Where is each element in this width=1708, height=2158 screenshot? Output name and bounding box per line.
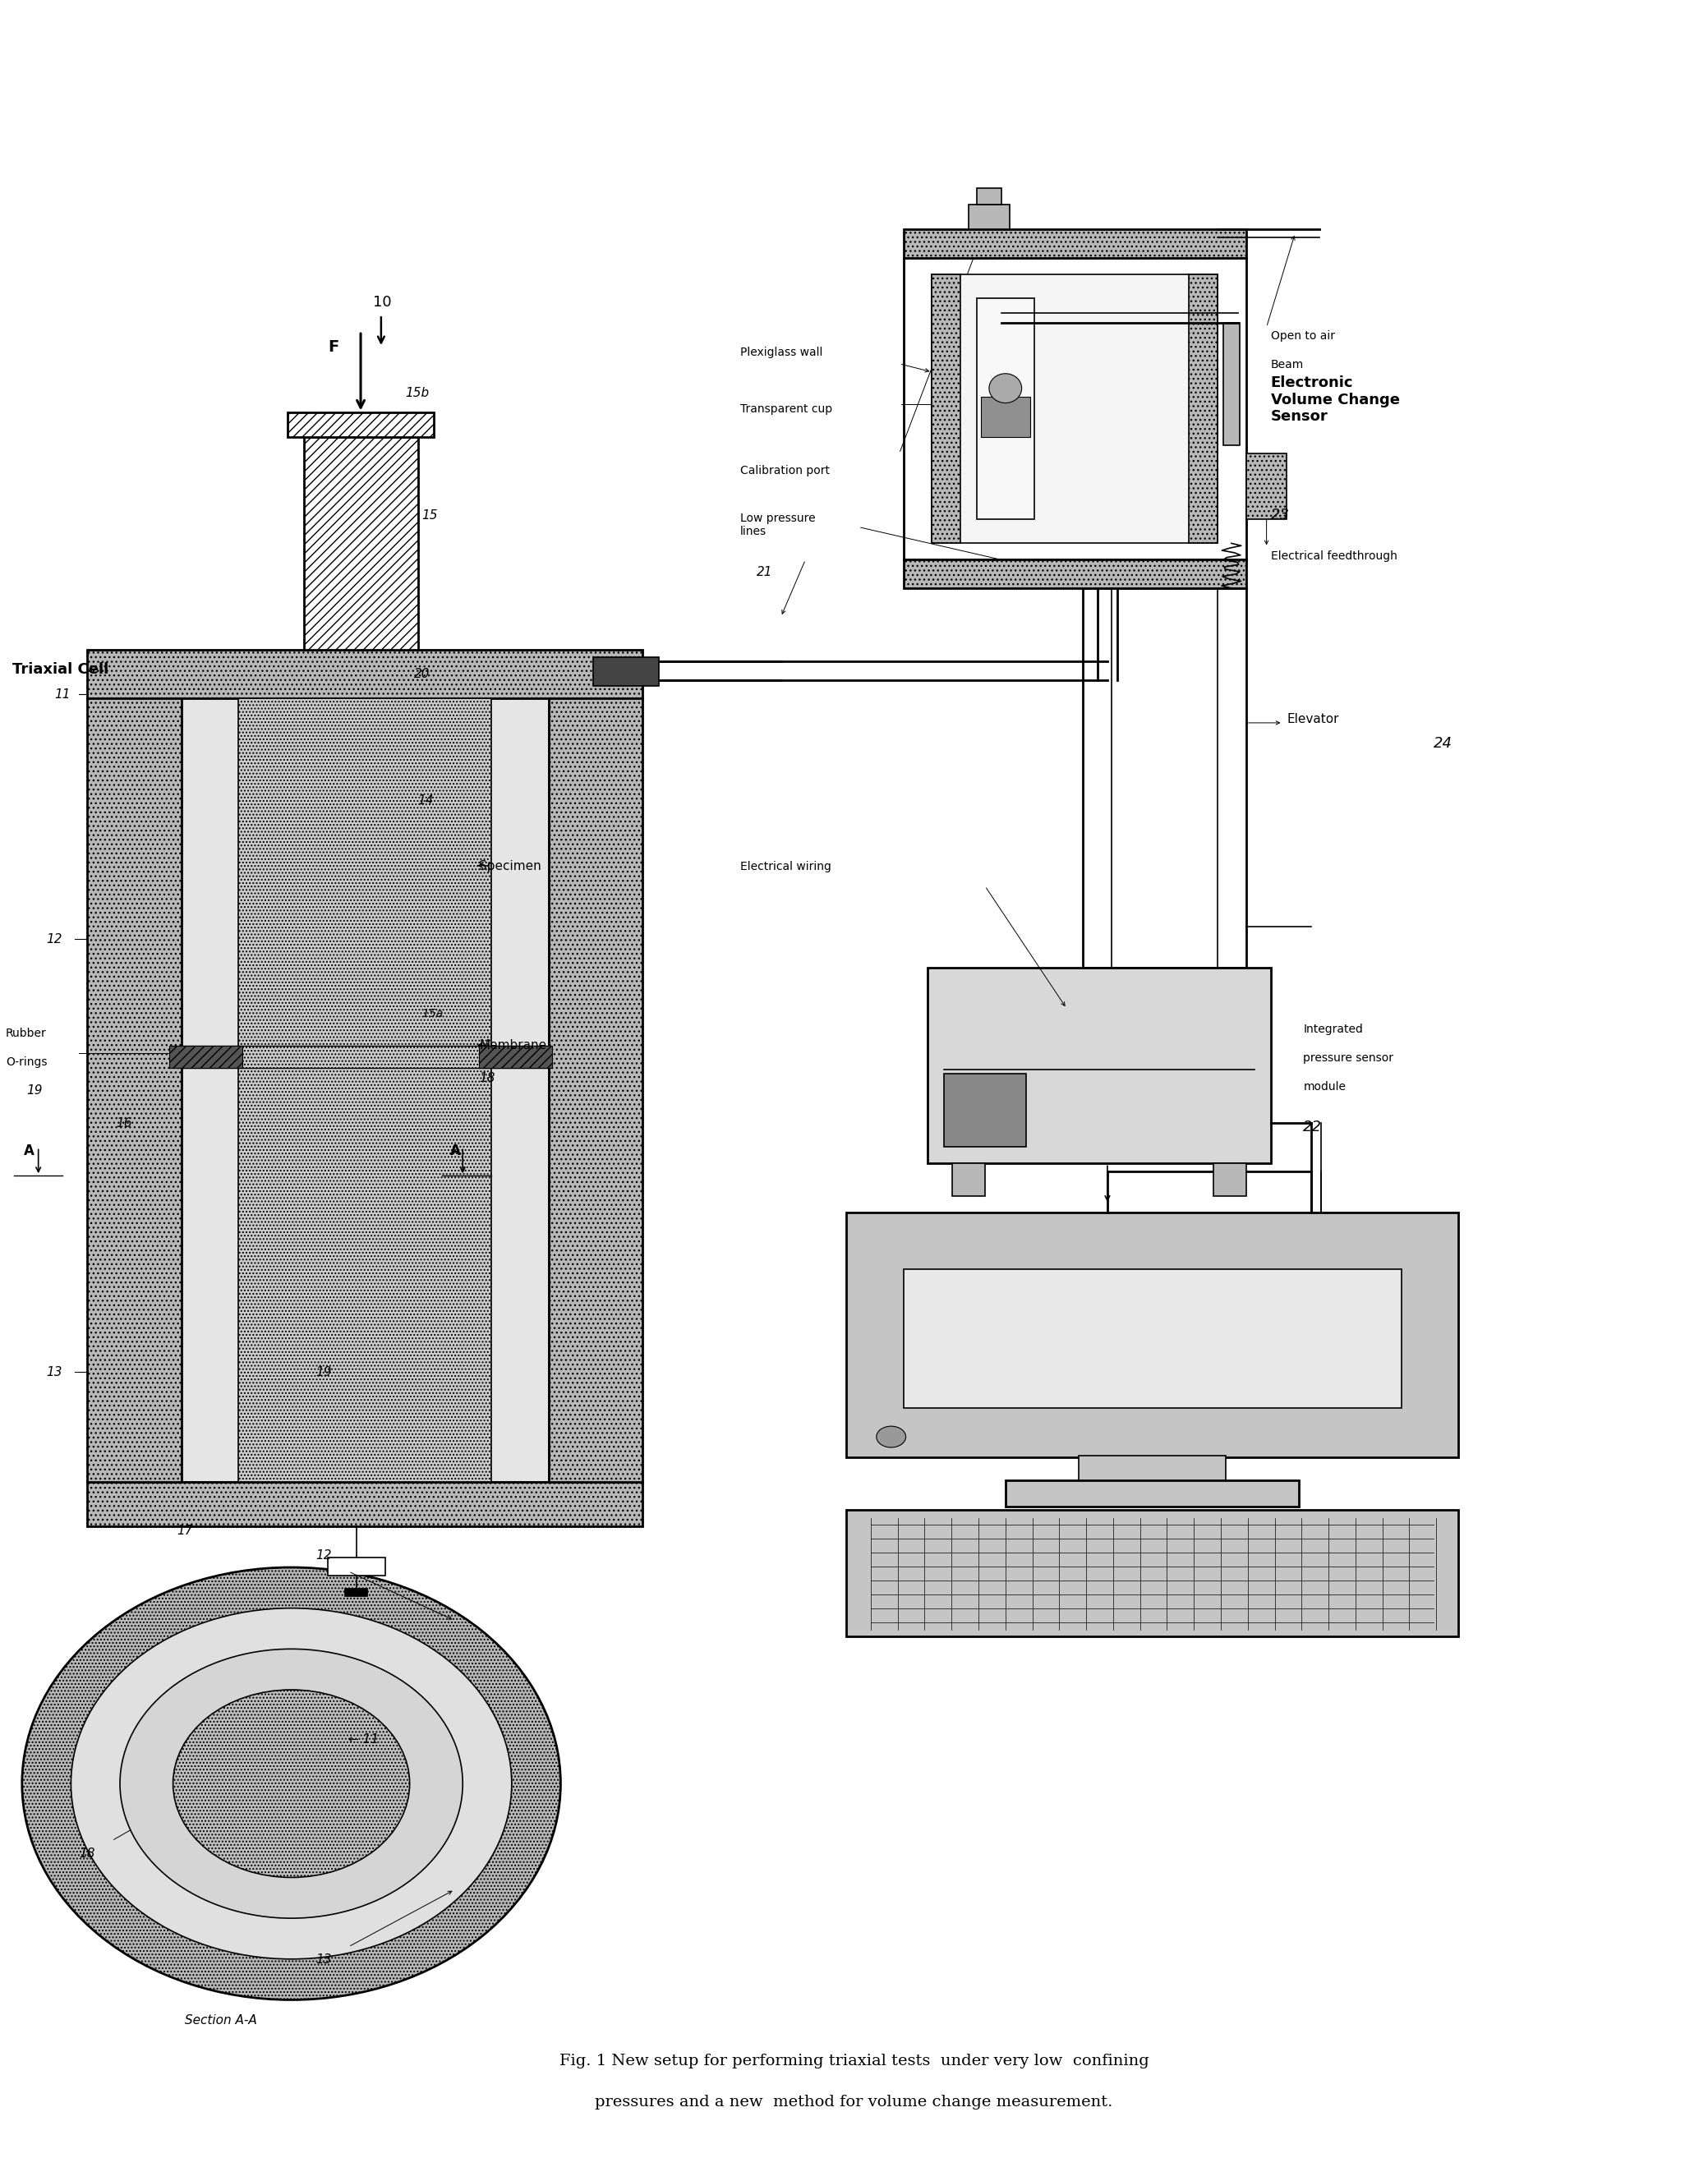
Bar <box>593 658 659 686</box>
Bar <box>328 1558 386 1575</box>
Text: pressures and a new  method for volume change measurement.: pressures and a new method for volume ch… <box>594 2095 1114 2108</box>
Text: 13: 13 <box>316 1953 331 1966</box>
Bar <box>1223 324 1240 445</box>
Ellipse shape <box>120 1649 463 1918</box>
Text: Calibration port: Calibration port <box>740 464 830 477</box>
Text: Rubber: Rubber <box>5 1027 46 1040</box>
Text: Integrated: Integrated <box>1303 1023 1363 1036</box>
Bar <box>933 274 1218 544</box>
Text: Transparent cup: Transparent cup <box>740 404 832 414</box>
Bar <box>345 1588 367 1597</box>
Bar <box>977 188 1001 205</box>
Bar <box>927 967 1271 1163</box>
Text: 11: 11 <box>55 688 70 701</box>
Bar <box>980 397 1030 438</box>
Text: 15b: 15b <box>405 386 429 399</box>
Text: Specimen: Specimen <box>478 859 541 872</box>
Text: 21: 21 <box>757 565 772 578</box>
Bar <box>904 559 1247 589</box>
Bar <box>304 438 418 650</box>
Text: Elevator: Elevator <box>1286 712 1339 725</box>
Text: Open to air: Open to air <box>1271 330 1334 341</box>
Bar <box>87 1483 642 1526</box>
Text: 12: 12 <box>46 932 63 945</box>
Ellipse shape <box>72 1608 512 1959</box>
Bar <box>1247 453 1286 518</box>
Bar <box>1213 1163 1247 1196</box>
Text: 19: 19 <box>26 1083 43 1096</box>
Text: Low pressure
lines: Low pressure lines <box>740 514 815 537</box>
Text: 20: 20 <box>413 669 430 680</box>
Bar <box>287 412 434 438</box>
Text: Electrical feedthrough: Electrical feedthrough <box>1271 550 1397 561</box>
Bar <box>1189 274 1218 544</box>
Text: F: F <box>328 339 338 354</box>
Bar <box>1006 1480 1300 1506</box>
Text: 22: 22 <box>1303 1120 1322 1135</box>
Ellipse shape <box>876 1426 905 1448</box>
Text: Beam: Beam <box>1271 358 1303 371</box>
Text: 17: 17 <box>178 1526 193 1536</box>
Text: A: A <box>24 1144 34 1159</box>
Ellipse shape <box>173 1690 410 1877</box>
Text: Electrical wiring: Electrical wiring <box>740 861 832 872</box>
Text: 18: 18 <box>478 1073 495 1083</box>
Bar <box>181 699 548 1483</box>
Text: 13: 13 <box>46 1366 63 1379</box>
Text: module: module <box>1303 1081 1346 1092</box>
Bar <box>845 1511 1459 1636</box>
Bar <box>953 1163 986 1196</box>
Text: 16: 16 <box>116 1118 132 1129</box>
Text: 19: 19 <box>316 1366 331 1379</box>
Text: Triaxial Cell: Triaxial Cell <box>12 663 109 678</box>
Bar <box>904 257 1247 559</box>
Text: 12: 12 <box>316 1549 331 1562</box>
Bar <box>169 1047 243 1068</box>
Bar <box>548 699 642 1483</box>
Bar <box>1083 589 1247 967</box>
Bar <box>87 650 642 699</box>
Bar <box>945 1075 1027 1148</box>
Text: 15: 15 <box>422 509 437 522</box>
Text: 10: 10 <box>372 296 391 311</box>
Bar <box>478 1047 552 1068</box>
Bar <box>1079 1457 1226 1483</box>
Text: 23: 23 <box>1271 507 1290 522</box>
Bar <box>904 229 1247 257</box>
Text: 18: 18 <box>79 1847 96 1860</box>
Text: O-rings: O-rings <box>5 1057 48 1068</box>
Ellipse shape <box>22 1567 560 2000</box>
Text: Membrane: Membrane <box>478 1040 547 1051</box>
Bar <box>845 1213 1459 1457</box>
Text: ← 11: ← 11 <box>348 1733 379 1746</box>
Text: pressure sensor: pressure sensor <box>1303 1053 1394 1064</box>
Text: 14: 14 <box>418 794 434 807</box>
Text: Section A-A: Section A-A <box>184 2013 258 2026</box>
Ellipse shape <box>989 373 1021 404</box>
Text: 24: 24 <box>1433 736 1454 751</box>
Bar <box>239 699 492 1483</box>
Bar <box>968 205 1009 229</box>
Text: A: A <box>451 1144 461 1159</box>
Bar <box>933 274 960 544</box>
Text: Plexiglass wall: Plexiglass wall <box>740 347 823 358</box>
Bar <box>977 298 1033 518</box>
Text: 15a: 15a <box>422 1008 444 1019</box>
Bar <box>87 699 181 1483</box>
Text: Fig. 1 New setup for performing triaxial tests  under very low  confining: Fig. 1 New setup for performing triaxial… <box>559 2054 1149 2067</box>
Bar <box>904 1269 1401 1409</box>
Text: Electronic
Volume Change
Sensor: Electronic Volume Change Sensor <box>1271 375 1399 425</box>
